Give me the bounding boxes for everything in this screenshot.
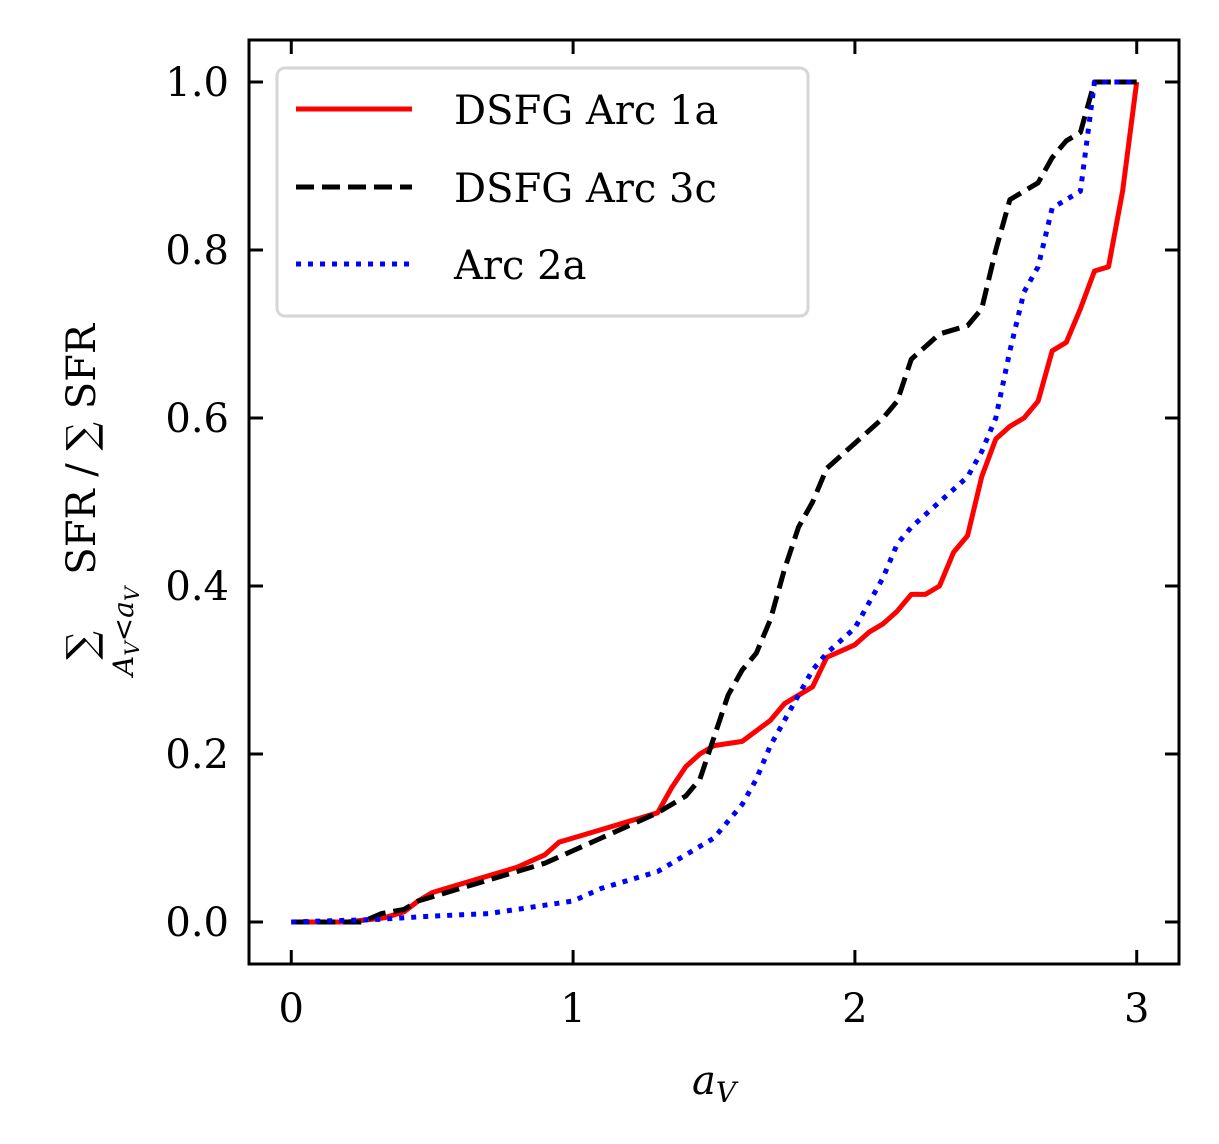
legend-box xyxy=(275,66,810,318)
plot-frame xyxy=(247,38,1181,966)
series-line-dsfg-arc-1a xyxy=(291,81,1140,925)
y-tick-label: 0.6 xyxy=(165,396,229,442)
y-tick-label: 0.0 xyxy=(165,900,229,946)
series-line-dsfg-arc-3c xyxy=(291,79,1137,925)
y-tick-label: 0.4 xyxy=(165,564,229,610)
series-layer xyxy=(291,79,1140,925)
y-tick-label: 0.2 xyxy=(165,732,229,778)
x-tick-label: 0 xyxy=(279,986,304,1032)
series-line-arc-2a xyxy=(291,79,1137,925)
y-tick-label: 1.0 xyxy=(165,60,229,106)
legend: DSFG Arc 1a DSFG Arc 3c Arc 2a xyxy=(275,66,810,318)
x-tick-label: 1 xyxy=(560,986,585,1032)
legend-label-arc1a: DSFG Arc 1a xyxy=(454,88,718,134)
x-tick-label: 2 xyxy=(842,986,867,1032)
ticks-layer: 0 1 2 3 0.0 0.2 0.4 0.6 0.8 1.0 xyxy=(165,40,1179,1032)
legend-label-arc2a: Arc 2a xyxy=(453,243,586,289)
legend-label-arc3c: DSFG Arc 3c xyxy=(454,166,717,212)
x-tick-label: 3 xyxy=(1124,986,1149,1032)
y-tick-label: 0.8 xyxy=(165,228,229,274)
